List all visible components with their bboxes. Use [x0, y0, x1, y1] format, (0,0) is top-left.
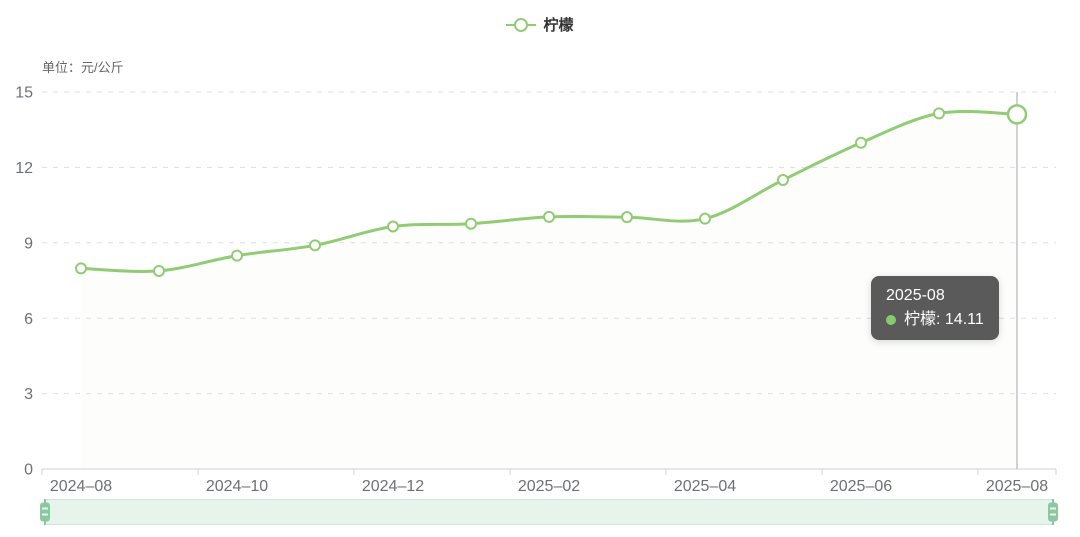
y-axis-label: 12	[15, 160, 33, 177]
data-point[interactable]	[309, 239, 321, 252]
y-axis-label: 6	[24, 311, 33, 328]
data-point[interactable]	[621, 211, 633, 224]
unit-label: 单位：元/公斤	[42, 60, 124, 75]
legend-item-lemon[interactable]: 柠檬	[506, 14, 574, 35]
legend-item-label: 柠檬	[543, 17, 574, 34]
datazoom-slider-track[interactable]	[40, 499, 1058, 525]
data-point[interactable]	[699, 212, 711, 225]
y-axis-label: 0	[24, 462, 33, 479]
x-axis-label: 2024–10	[206, 478, 268, 495]
x-axis-label: 2025–04	[674, 478, 736, 495]
x-axis-label: 2025–08	[986, 478, 1048, 495]
series-area	[81, 111, 1017, 469]
x-axis-label: 2024–08	[50, 478, 112, 495]
legend: 柠檬	[0, 14, 1080, 35]
datazoom-right-handle-icon[interactable]	[1048, 502, 1058, 522]
x-axis-label: 2024–12	[362, 478, 424, 495]
x-axis-label: 2025–02	[518, 478, 580, 495]
data-point[interactable]	[153, 264, 165, 277]
data-point[interactable]	[855, 136, 867, 149]
data-point-highlighted[interactable]	[1006, 104, 1028, 125]
data-point[interactable]	[543, 210, 555, 223]
y-axis-label: 9	[24, 235, 33, 252]
y-axis-label: 3	[24, 386, 33, 403]
data-point[interactable]	[777, 173, 789, 186]
data-point[interactable]	[465, 217, 477, 230]
datazoom-left-handle-icon[interactable]	[40, 502, 50, 522]
x-axis-label: 2025–06	[830, 478, 892, 495]
legend-line-circle-icon	[506, 17, 537, 33]
data-point[interactable]	[231, 249, 243, 262]
y-axis-label: 15	[15, 85, 33, 102]
data-point[interactable]	[387, 220, 399, 233]
data-point[interactable]	[933, 107, 945, 120]
data-point[interactable]	[75, 262, 87, 275]
